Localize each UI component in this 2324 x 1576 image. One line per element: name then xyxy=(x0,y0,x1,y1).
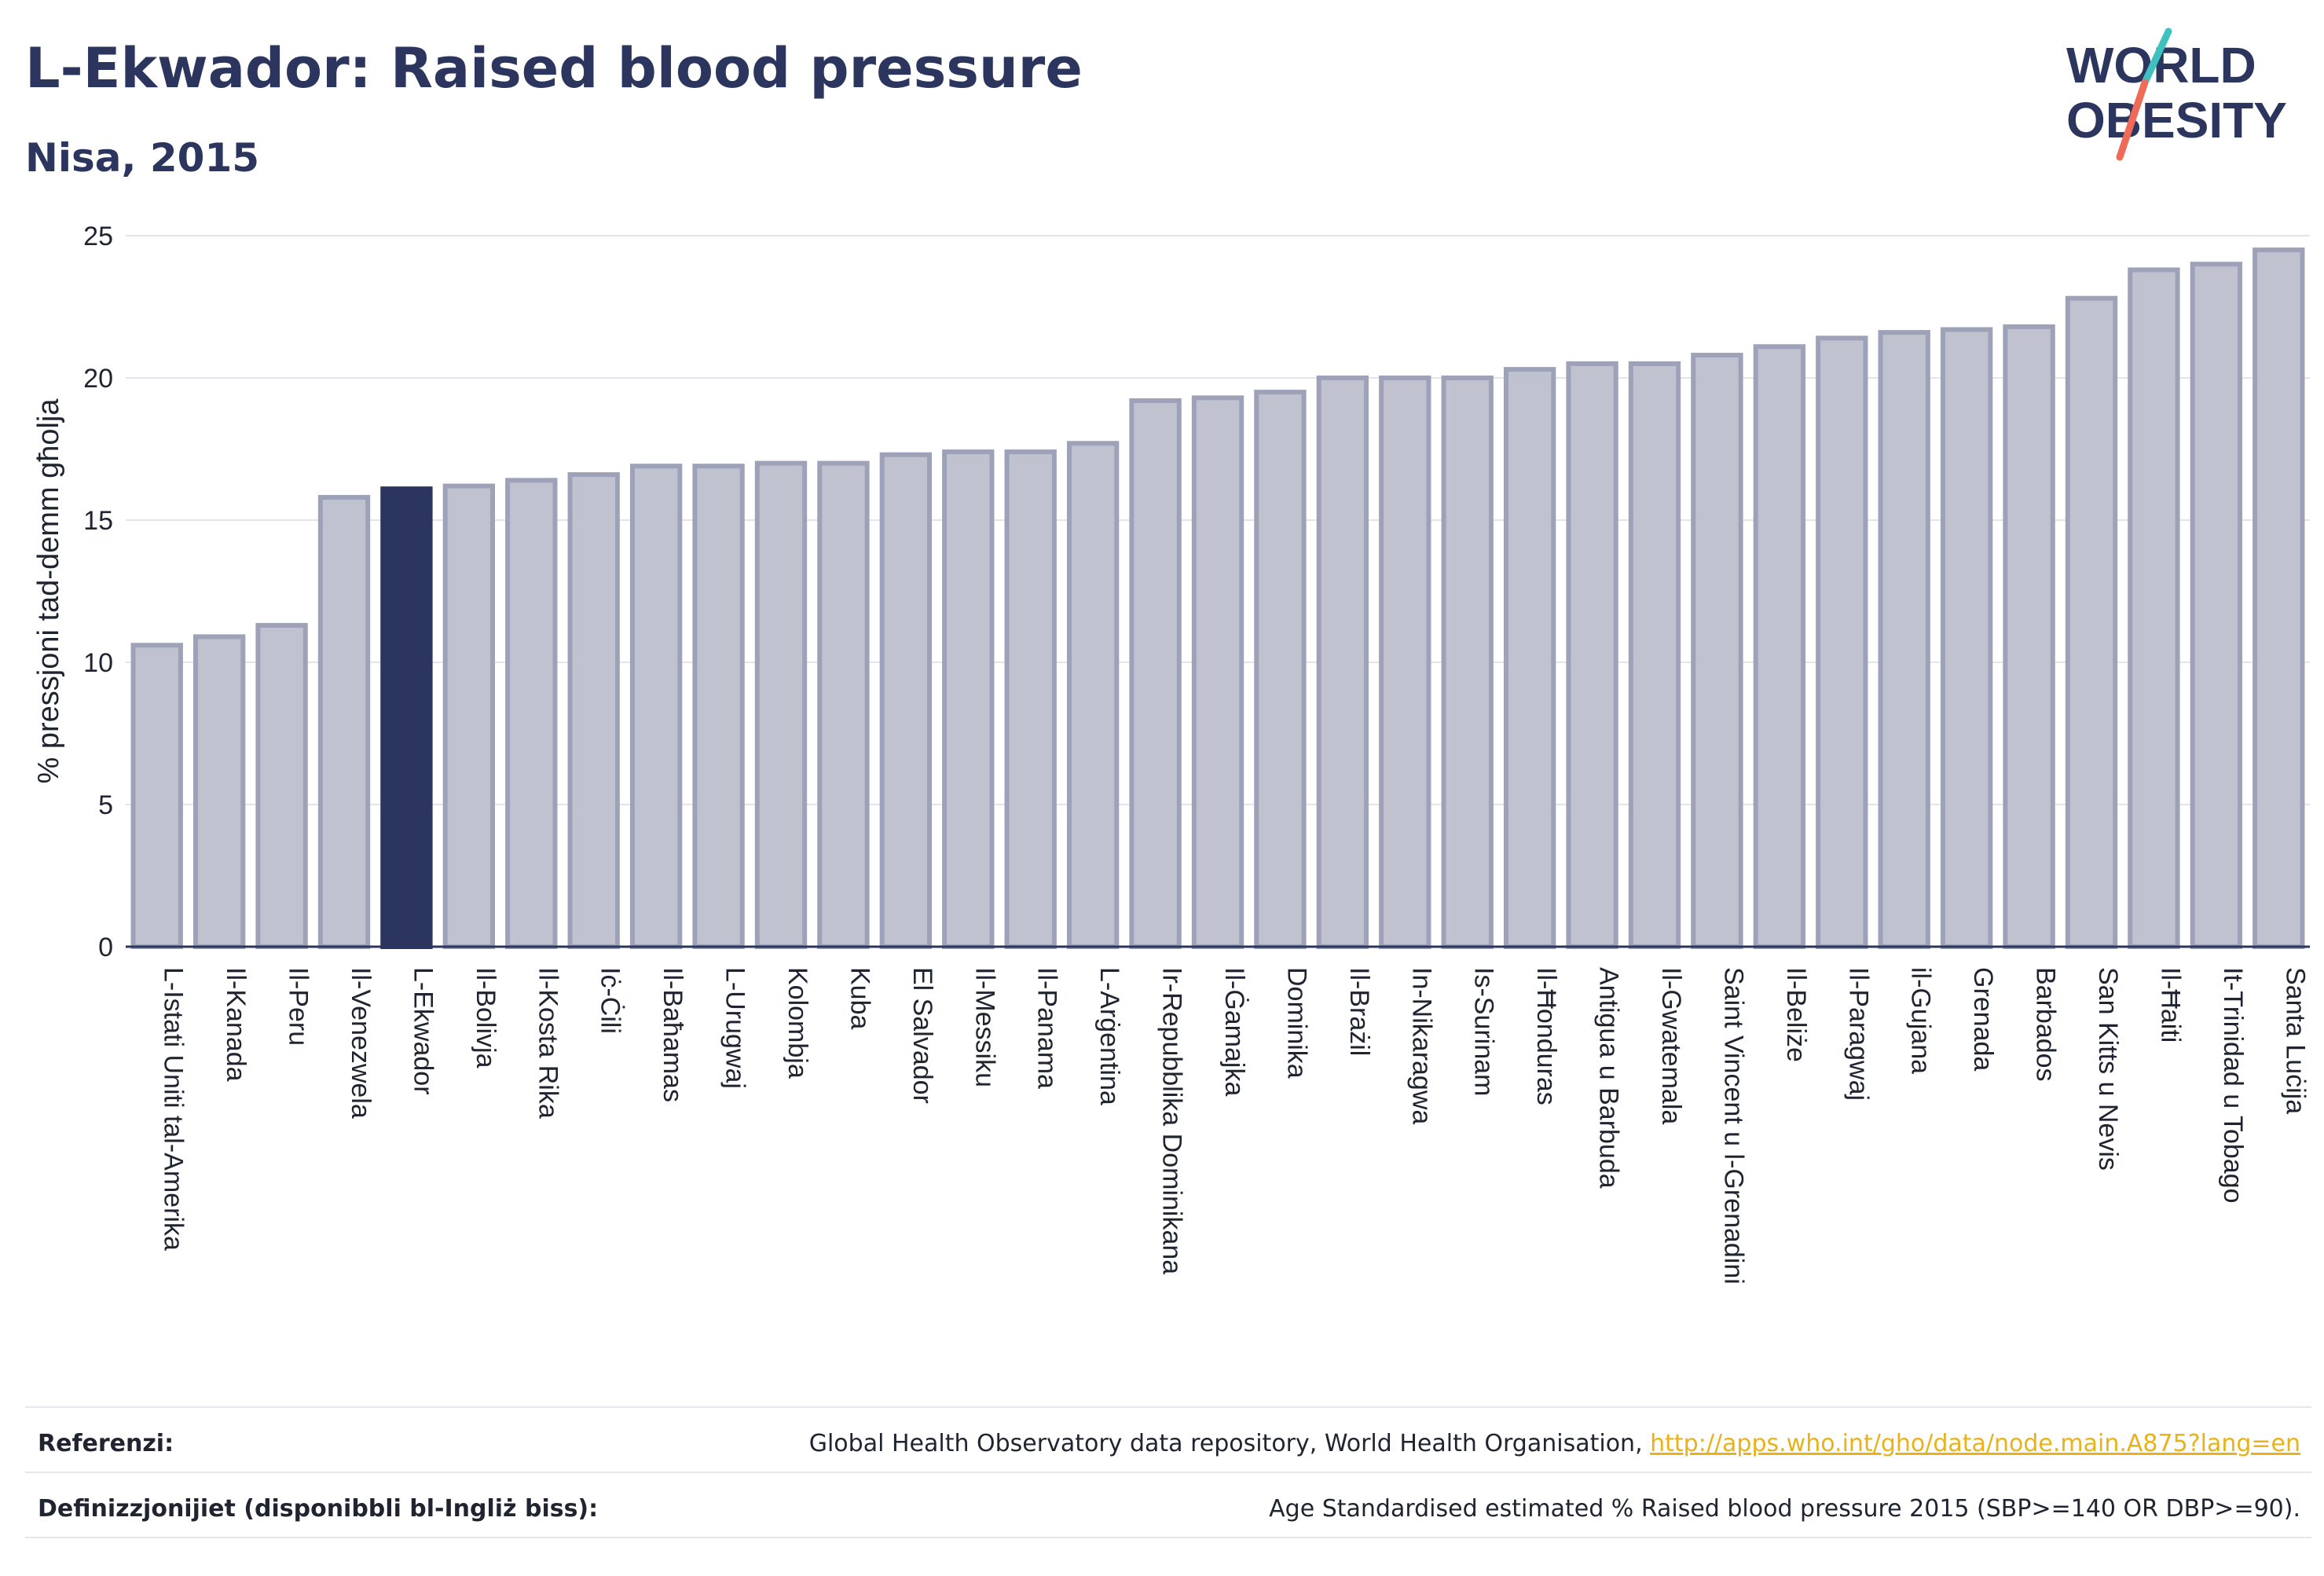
x-tick-label: il-Gujana xyxy=(1906,967,1936,1074)
footer-divider-top xyxy=(25,1406,2311,1408)
bar-6[interactable] xyxy=(505,478,558,949)
x-tick-label: Il-Ħonduras xyxy=(1531,967,1561,1105)
bar-18[interactable] xyxy=(1254,390,1307,950)
x-tick-label: Il-Peru xyxy=(284,967,313,1046)
bar-26[interactable] xyxy=(1753,344,1806,949)
x-tick-label: San Kitts u Nevis xyxy=(2093,967,2123,1171)
bar-33[interactable] xyxy=(2190,262,2243,949)
x-tick-label: Il-Paragwaj xyxy=(1843,967,1873,1101)
bar-21[interactable] xyxy=(1441,376,1494,949)
bar-1[interactable] xyxy=(192,634,246,949)
definitions-value: Age Standardised estimated % Raised bloo… xyxy=(1269,1495,2300,1523)
x-tick-label: Il-Ġamajka xyxy=(1219,967,1249,1096)
y-tick-label: 5 xyxy=(98,790,113,820)
x-tick-label: Santa Luċija xyxy=(2280,967,2310,1114)
bar-22[interactable] xyxy=(1503,367,1556,949)
x-tick-label: Iċ-Ċili xyxy=(596,967,625,1034)
bar-25[interactable] xyxy=(1691,353,1743,950)
x-tick-label: Il-Kosta Rika xyxy=(533,967,563,1119)
x-tick-label: Il-Ħaiti xyxy=(2155,967,2185,1043)
x-tick-label: L-Urugwaj xyxy=(720,967,750,1089)
x-tick-label: Saint Vincent u l-Grenadini xyxy=(1718,967,1748,1285)
bar-3[interactable] xyxy=(317,495,371,949)
bar-31[interactable] xyxy=(2065,295,2118,949)
x-tick-label: Antigua u Barbuda xyxy=(1594,967,1624,1189)
chart-title: L-Ekwador: Raised blood pressure xyxy=(25,36,1083,101)
bar-28[interactable] xyxy=(1878,330,1930,949)
x-tick-label: Grenada xyxy=(1968,967,1998,1071)
y-tick-label: 25 xyxy=(83,222,113,251)
y-tick-label: 15 xyxy=(83,506,113,536)
x-tick-label: Il-Kanada xyxy=(221,967,251,1082)
bar-30[interactable] xyxy=(2003,324,2055,949)
bar-chart: 0 5 10 15 20 25 L-Istati Uniti tal-Amerika Il-… xyxy=(32,222,2311,1285)
x-tick-label: L-Ekwador xyxy=(408,967,438,1095)
references-text: Global Health Observatory data repositor… xyxy=(808,1430,1651,1457)
bar-32[interactable] xyxy=(2128,267,2180,949)
y-axis-label: % pressjoni tad-demm għolja xyxy=(32,398,65,784)
bar-17[interactable] xyxy=(1191,395,1244,949)
bar-34[interactable] xyxy=(2253,247,2305,950)
world-obesity-logo: WORLD OBESITY xyxy=(2066,27,2287,161)
bar-0[interactable] xyxy=(130,643,183,950)
x-axis-labels: L-Istati Uniti tal-Amerika Il-Kanada Il-Pe… xyxy=(159,967,2311,1285)
x-tick-label: Il-Venezwela xyxy=(346,967,376,1119)
logo-slash-red xyxy=(2116,79,2149,161)
bar-9[interactable] xyxy=(692,464,745,949)
bar-14[interactable] xyxy=(1004,449,1057,949)
x-tick-label: L-Arġentina xyxy=(1094,967,1124,1105)
x-tick-label: Il-Gwatemala xyxy=(1656,967,1686,1124)
bar-27[interactable] xyxy=(1816,335,1868,949)
x-tick-label: Dominika xyxy=(1281,967,1311,1079)
logo-line2: OBESITY xyxy=(2066,92,2287,148)
bar-16[interactable] xyxy=(1129,398,1182,949)
references-value: Global Health Observatory data repositor… xyxy=(809,1430,2300,1457)
bar-19[interactable] xyxy=(1316,376,1369,949)
bar-20[interactable] xyxy=(1379,376,1431,949)
x-tick-label: In-Nikaragwa xyxy=(1406,967,1436,1124)
y-tick-label: 20 xyxy=(83,364,113,394)
bar-24[interactable] xyxy=(1628,361,1681,949)
y-tick-label: 10 xyxy=(83,648,113,678)
x-tick-label: Kuba xyxy=(845,967,874,1029)
x-tick-label: Il-Baħamas xyxy=(658,967,687,1102)
bars xyxy=(130,247,2305,950)
footer-divider-middle xyxy=(25,1472,2311,1473)
x-tick-label: Il-Beliże xyxy=(1781,967,1811,1062)
bar-29[interactable] xyxy=(1940,327,1993,949)
x-tick-label: L-Istati Uniti tal-Amerika xyxy=(159,967,189,1251)
bar-2[interactable] xyxy=(255,622,308,949)
x-tick-label: Is-Surinam xyxy=(1469,967,1499,1096)
bar-13[interactable] xyxy=(942,449,995,949)
bar-11[interactable] xyxy=(817,460,870,949)
bar-8[interactable] xyxy=(629,464,683,949)
x-tick-label: El Salvador xyxy=(907,967,937,1104)
definitions-label: Definizzjonijiet (disponibbli bl-Ingliż … xyxy=(38,1495,599,1523)
chart-subtitle: Nisa, 2015 xyxy=(25,135,260,181)
bar-10[interactable] xyxy=(754,460,808,949)
logo-slash-teal xyxy=(2141,27,2172,86)
y-tick-label: 0 xyxy=(98,933,113,962)
bar-4[interactable] xyxy=(380,486,433,949)
bar-5[interactable] xyxy=(442,483,496,949)
references-label: Referenzi: xyxy=(38,1430,174,1457)
x-tick-label: Barbados xyxy=(2031,967,2061,1082)
y-axis-ticks: 0 5 10 15 20 25 xyxy=(83,222,113,962)
x-tick-label: It-Trinidad u Tobago xyxy=(2218,967,2248,1204)
bar-15[interactable] xyxy=(1066,441,1120,949)
x-tick-label: Il-Brażil xyxy=(1344,967,1374,1056)
x-tick-label: Ir-Repubblika Dominikana xyxy=(1157,967,1187,1274)
footer-divider-bottom xyxy=(25,1537,2311,1538)
bar-12[interactable] xyxy=(879,452,933,949)
references-link[interactable]: http://apps.who.int/gho/data/node.main.A… xyxy=(1650,1430,2300,1457)
bar-23[interactable] xyxy=(1566,361,1618,949)
x-tick-label: Kolombja xyxy=(783,967,812,1079)
bar-7[interactable] xyxy=(567,472,620,949)
x-tick-label: Il-Bolivja xyxy=(471,967,500,1068)
x-tick-label: Il-Panama xyxy=(1032,967,1062,1089)
x-tick-label: Il-Messiku xyxy=(970,967,999,1087)
